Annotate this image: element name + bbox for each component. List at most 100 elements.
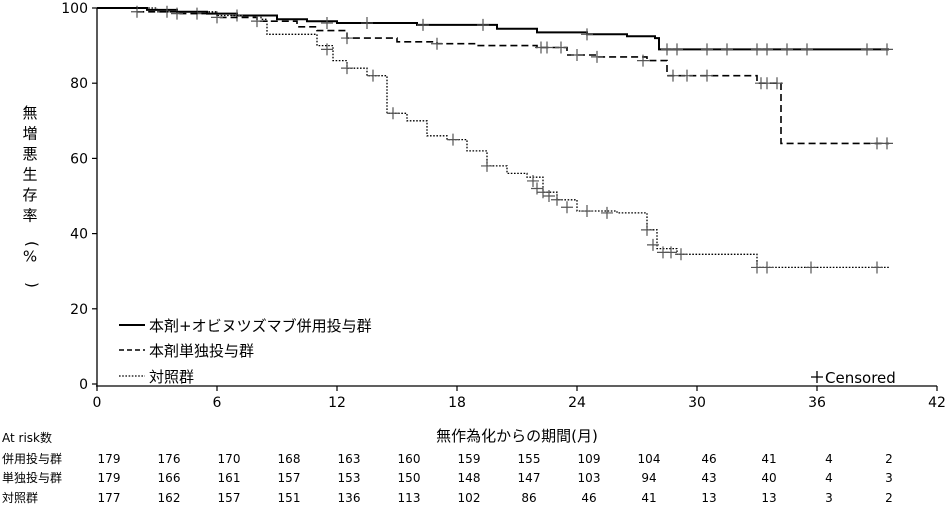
y-tick-label: 40 bbox=[70, 227, 88, 243]
x-tick-label: 12 bbox=[328, 395, 346, 411]
at-risk-value: 46 bbox=[581, 491, 596, 505]
x-axis-title: 無作為化からの期間(月) bbox=[436, 427, 598, 445]
y-tick-label: 100 bbox=[61, 1, 88, 17]
censor-mark bbox=[367, 69, 379, 82]
censor-mark bbox=[477, 18, 489, 31]
x-tick-label: 42 bbox=[928, 395, 946, 411]
censor-mark bbox=[671, 43, 683, 56]
at-risk-value: 136 bbox=[338, 491, 361, 505]
censor-mark bbox=[771, 77, 783, 90]
censor-mark bbox=[387, 107, 399, 120]
series-2 bbox=[97, 5, 893, 150]
censor-mark bbox=[431, 37, 443, 50]
at-risk-value: 102 bbox=[458, 491, 481, 505]
at-risk-value: 163 bbox=[338, 452, 361, 466]
censor-mark bbox=[781, 43, 793, 56]
censor-mark bbox=[581, 28, 593, 41]
y-axis-title: 無増悪生存率(%) bbox=[22, 104, 41, 288]
censor-mark bbox=[647, 238, 659, 251]
censor-mark bbox=[591, 50, 603, 63]
series-3 bbox=[97, 7, 889, 274]
censor-mark bbox=[321, 17, 333, 30]
censor-mark bbox=[761, 43, 773, 56]
censor-mark bbox=[541, 41, 553, 54]
censor-mark bbox=[417, 18, 429, 31]
censor-mark bbox=[805, 261, 817, 274]
at-risk-value: 46 bbox=[701, 452, 716, 466]
censor-mark bbox=[321, 43, 333, 56]
x-tick-label: 18 bbox=[448, 395, 466, 411]
at-risk-value: 170 bbox=[218, 452, 241, 466]
at-risk-value: 153 bbox=[338, 471, 361, 485]
at-risk-value: 43 bbox=[701, 471, 716, 485]
at-risk-value: 162 bbox=[158, 491, 181, 505]
censor-mark bbox=[581, 205, 593, 218]
at-risk-value: 13 bbox=[701, 491, 716, 505]
series-layer bbox=[97, 5, 893, 274]
at-risk-value: 157 bbox=[218, 491, 241, 505]
censor-mark bbox=[881, 43, 893, 56]
at-risk-value: 41 bbox=[641, 491, 656, 505]
at-risk-value: 4 bbox=[825, 452, 833, 466]
censor-mark bbox=[171, 7, 183, 20]
at-risk-value: 157 bbox=[278, 471, 301, 485]
at-risk-value: 151 bbox=[278, 491, 301, 505]
censor-mark bbox=[555, 41, 567, 54]
legend-label: 対照群 bbox=[149, 368, 194, 386]
at-risk-value: 159 bbox=[458, 452, 481, 466]
at-risk-value: 147 bbox=[518, 471, 541, 485]
censor-mark bbox=[543, 190, 555, 202]
at-risk-value: 104 bbox=[638, 452, 661, 466]
at-risk-value: 179 bbox=[98, 452, 121, 466]
censor-mark bbox=[481, 159, 493, 172]
censor-mark bbox=[881, 137, 893, 150]
y-tick-label: 0 bbox=[79, 377, 88, 393]
at-risk-value: 177 bbox=[98, 491, 121, 505]
at-risk-row-label: 単独投与群 bbox=[2, 470, 62, 485]
x-tick-label: 6 bbox=[213, 395, 222, 411]
at-risk-value: 113 bbox=[398, 491, 421, 505]
axes: 0 20 40 60 80 100 0 6 12 18 24 30 36 42 無作為化からの期間(月) 無増… bbox=[22, 1, 945, 445]
legend-label: 本剤+オビヌツズマブ併用投与群 bbox=[149, 317, 372, 335]
at-risk-value: 103 bbox=[578, 471, 601, 485]
x-tick-label: 0 bbox=[93, 395, 102, 411]
x-tick-label: 36 bbox=[808, 395, 826, 411]
at-risk-value: 155 bbox=[518, 452, 541, 466]
censor-mark bbox=[761, 261, 773, 274]
at-risk-value: 3 bbox=[825, 491, 833, 505]
censor-mark bbox=[251, 15, 263, 28]
at-risk-value: 150 bbox=[398, 471, 421, 485]
censor-mark bbox=[601, 206, 613, 219]
at-risk-value: 179 bbox=[98, 471, 121, 485]
at-risk-row-label: 対照群 bbox=[2, 491, 38, 505]
censor-mark bbox=[571, 49, 583, 61]
censor-mark bbox=[801, 43, 813, 56]
at-risk-value: 176 bbox=[158, 452, 181, 466]
at-risk-value: 94 bbox=[641, 471, 656, 485]
at-risk-value: 40 bbox=[761, 471, 776, 485]
at-risk-value: 109 bbox=[578, 452, 601, 466]
at-risk-value: 2 bbox=[885, 491, 893, 505]
at-risk-value: 41 bbox=[761, 452, 776, 466]
censor-mark bbox=[675, 248, 687, 261]
censor-mark bbox=[681, 69, 693, 82]
y-tick-label: 60 bbox=[70, 151, 88, 167]
censor-mark bbox=[701, 43, 713, 56]
at-risk-value: 148 bbox=[458, 471, 481, 485]
censor-mark bbox=[341, 32, 353, 45]
censor-mark bbox=[361, 17, 373, 30]
at-risk-value: 160 bbox=[398, 452, 421, 466]
series-line bbox=[97, 7, 889, 145]
censor-mark bbox=[527, 174, 539, 187]
censor-mark bbox=[641, 223, 653, 236]
censor-mark bbox=[667, 69, 679, 82]
legend-label: 本剤単独投与群 bbox=[149, 342, 254, 360]
at-risk-value: 3 bbox=[885, 471, 893, 485]
at-risk-value: 161 bbox=[218, 471, 241, 485]
x-tick-label: 24 bbox=[568, 395, 586, 411]
at-risk-value: 4 bbox=[825, 471, 833, 485]
censor-mark bbox=[637, 54, 649, 67]
at-risk-value: 2 bbox=[885, 452, 893, 466]
